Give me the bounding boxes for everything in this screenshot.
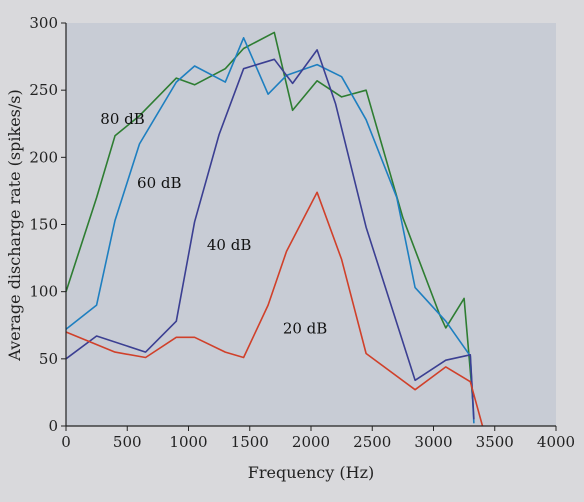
x-tick-label: 3500 [476,433,514,451]
series-line-40-db [65,49,475,420]
series-label-80-db: 80 dB [100,110,144,128]
x-tick-label: 1000 [169,433,207,451]
series-line-20-db [65,191,484,427]
x-axis-title: Frequency (Hz) [248,463,375,482]
y-tick-label: 0 [48,417,58,435]
series-label-40-db: 40 dB [207,236,251,254]
y-tick-label: 50 [39,350,58,368]
series-label-60-db: 60 dB [137,174,181,192]
y-tick-label: 250 [29,81,58,99]
y-tick-label: 100 [29,283,58,301]
series-layer [65,31,484,427]
y-tick-label: 150 [29,216,58,234]
x-tick-label: 2000 [292,433,330,451]
x-tick-label: 0 [61,433,71,451]
x-tick-label: 3000 [414,433,452,451]
y-axis-title: Average discharge rate (spikes/s) [5,89,24,361]
x-tick-label: 4000 [537,433,575,451]
x-tick-label: 500 [113,433,142,451]
series-line-60-db [65,36,475,424]
x-tick-label: 1500 [231,433,269,451]
x-tick-label: 2500 [353,433,391,451]
labels-layer: 80 dB 60 dB 40 dB 20 dB [100,110,327,338]
series-label-20-db: 20 dB [283,319,327,337]
y-tick-label: 200 [29,148,58,166]
plot-area [66,23,556,426]
axes-layer: 0 500 1000 1500 2000 2500 3000 3500 4000 0 50 100 15… [29,14,575,451]
y-tick-label: 300 [29,14,58,32]
